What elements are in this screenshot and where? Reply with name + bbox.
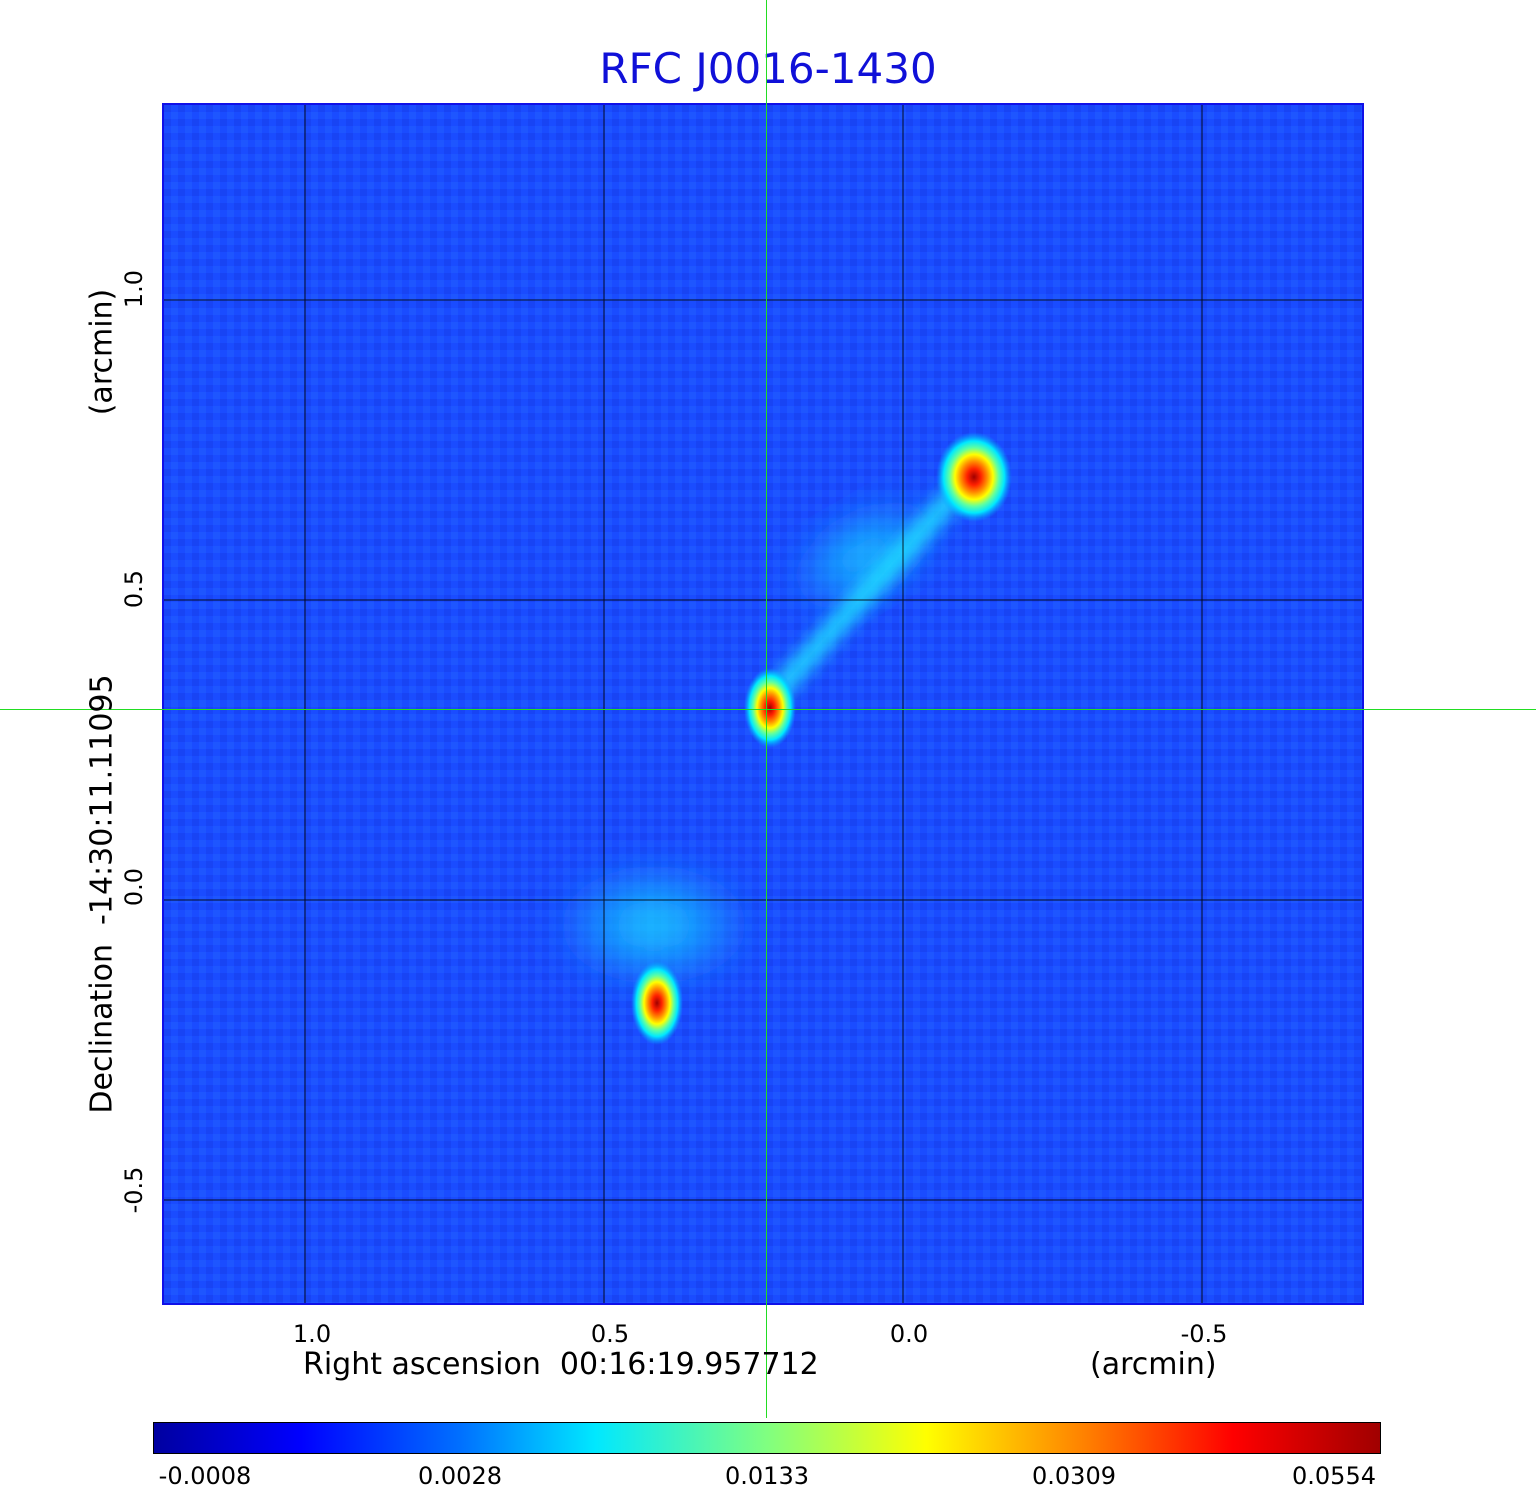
y-axis-label: Declination -14:30:11.11095 bbox=[84, 674, 120, 1114]
x-axis-label: Right ascension 00:16:19.957712 bbox=[303, 1347, 819, 1382]
colorbar-label: 0.0133 bbox=[725, 1462, 809, 1490]
core-component bbox=[744, 668, 796, 748]
x-axis-unit: (arcmin) bbox=[1090, 1347, 1217, 1382]
coordinate-grid bbox=[164, 105, 1362, 1303]
diffuse-lobe-north bbox=[782, 492, 946, 618]
colorbar-label: 0.0028 bbox=[418, 1462, 502, 1490]
x-tick-label: 0.5 bbox=[590, 1320, 630, 1348]
colorbar bbox=[153, 1422, 1381, 1454]
diffuse-lobe-south bbox=[544, 855, 764, 995]
hotspot-north bbox=[936, 432, 1012, 522]
y-tick-label: -0.5 bbox=[120, 1166, 148, 1214]
hotspot-south bbox=[631, 961, 683, 1045]
y-tick-label: 0.0 bbox=[120, 867, 148, 907]
x-tick-label: 1.0 bbox=[292, 1320, 332, 1348]
y-tick-label: 1.0 bbox=[120, 269, 148, 309]
y-axis-unit: (arcmin) bbox=[84, 288, 120, 416]
colorbar-label: 0.0554 bbox=[1292, 1462, 1376, 1490]
jet-emission bbox=[763, 484, 965, 706]
x-tick-label: 0.0 bbox=[889, 1320, 929, 1348]
radio-image-plot[interactable] bbox=[162, 103, 1364, 1305]
colorbar-label: 0.0309 bbox=[1032, 1462, 1116, 1490]
y-tick-label: 0.5 bbox=[120, 569, 148, 609]
x-tick-label: -0.5 bbox=[1180, 1320, 1228, 1348]
radio-image bbox=[164, 105, 1362, 1303]
colorbar-label: -0.0008 bbox=[158, 1462, 252, 1490]
image-title: RFC J0016-1430 bbox=[599, 44, 937, 93]
crosshair-horizontal bbox=[0, 709, 1536, 710]
